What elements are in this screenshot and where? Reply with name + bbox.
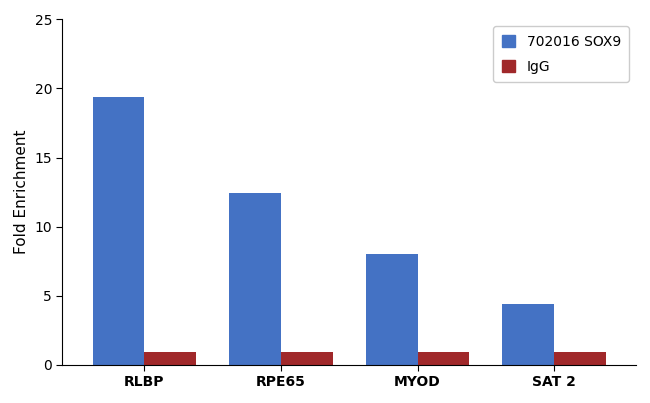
Bar — [144, 352, 196, 365]
Bar — [92, 97, 144, 365]
Bar — [554, 352, 606, 365]
Bar — [281, 352, 333, 365]
Bar — [229, 193, 281, 365]
Bar — [366, 254, 417, 365]
Legend: 702016 SOX9, IgG: 702016 SOX9, IgG — [493, 26, 629, 82]
Bar — [417, 352, 469, 365]
Y-axis label: Fold Enrichment: Fold Enrichment — [14, 130, 29, 254]
Bar — [502, 304, 554, 365]
